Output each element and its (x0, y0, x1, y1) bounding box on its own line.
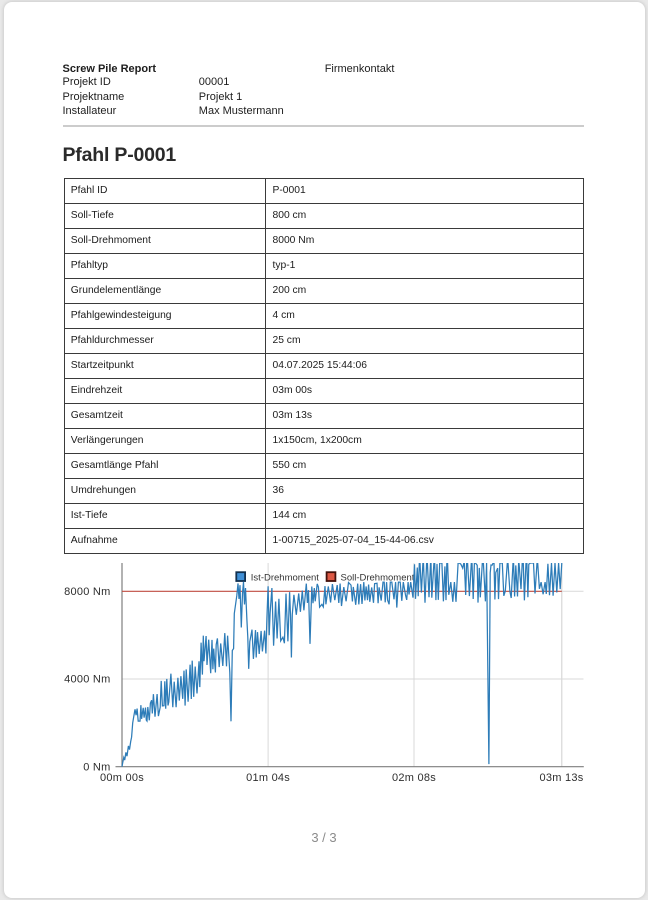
svg-text:Soll-Drehmoment: Soll-Drehmoment (341, 573, 415, 584)
svg-text:03m 13s: 03m 13s (540, 772, 584, 784)
svg-text:01m 04s: 01m 04s (246, 772, 290, 784)
svg-text:Ist-Drehmoment: Ist-Drehmoment (251, 573, 319, 584)
svg-text:8000 Nm: 8000 Nm (64, 586, 110, 598)
svg-text:4000 Nm: 4000 Nm (64, 674, 110, 686)
svg-text:00m 00s: 00m 00s (100, 772, 144, 784)
svg-text:0 Nm: 0 Nm (83, 761, 110, 773)
svg-text:02m 08s: 02m 08s (392, 772, 436, 784)
